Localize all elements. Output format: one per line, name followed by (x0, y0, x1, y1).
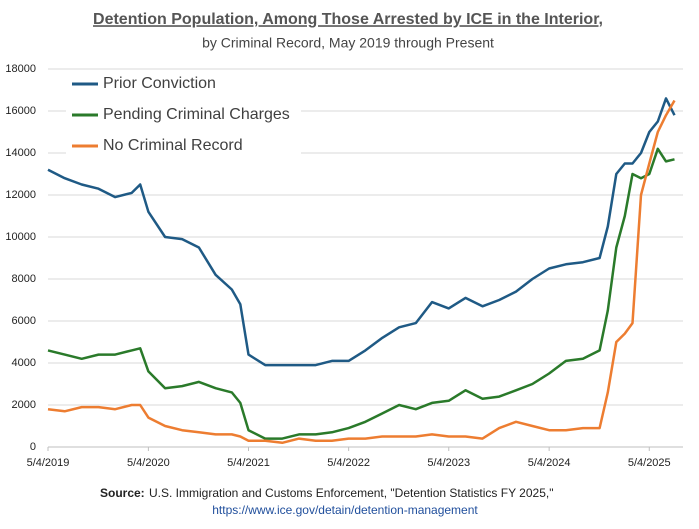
y-tick-label: 8000 (12, 273, 36, 285)
series-line (47, 97, 676, 367)
x-tick-label: 5/4/2024 (528, 457, 571, 469)
legend-label: No Criminal Record (103, 137, 243, 154)
y-tick-label: 16000 (5, 105, 36, 117)
x-tick-label: 5/4/2020 (127, 457, 170, 469)
chart-subtitle: by Criminal Record, May 2019 through Pre… (202, 35, 494, 51)
legend-bg (66, 72, 301, 96)
source-text: U.S. Immigration and Customs Enforcement… (149, 486, 553, 500)
legend-bg (66, 134, 301, 158)
legend-bg (66, 103, 301, 127)
source-label: Source: (100, 486, 145, 500)
y-tick-label: 14000 (5, 147, 36, 159)
y-tick-label: 12000 (5, 189, 36, 201)
chart-title: Detention Population, Among Those Arrest… (93, 11, 603, 28)
y-tick-label: 2000 (12, 399, 36, 411)
series-line (47, 147, 675, 440)
x-tick-label: 5/4/2023 (427, 457, 470, 469)
x-tick-label: 5/4/2025 (628, 457, 671, 469)
y-tick-label: 0 (30, 441, 36, 453)
y-tick-label: 6000 (12, 315, 36, 327)
x-tick-label: 5/4/2022 (327, 457, 370, 469)
y-tick-label: 10000 (5, 231, 36, 243)
y-tick-label: 18000 (5, 63, 36, 75)
x-tick-label: 5/4/2021 (227, 457, 270, 469)
series-line (47, 99, 676, 445)
x-tick-label: 5/4/2019 (27, 457, 70, 469)
source-url[interactable]: https://www.ice.gov/detain/detention-man… (212, 503, 478, 517)
y-tick-label: 4000 (12, 357, 36, 369)
legend-label: Pending Criminal Charges (103, 106, 290, 123)
legend-label: Prior Conviction (103, 75, 216, 92)
